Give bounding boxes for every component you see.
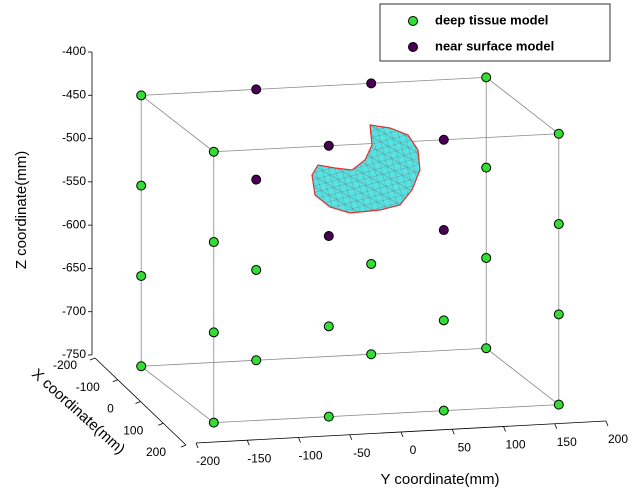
box-edge [486,348,559,404]
y-tick [196,443,198,448]
x-tick-label: 0 [107,402,114,416]
data-point [252,265,261,274]
x-tick [158,423,163,425]
z-tick-label: -700 [62,304,86,318]
x-tick [136,402,141,404]
y-tick-label: 200 [608,432,628,446]
data-point [324,232,333,241]
z-tick-label: -450 [62,87,86,101]
data-point [252,85,261,94]
box-edges [141,77,559,422]
data-point [482,73,491,82]
data-point [209,328,218,337]
data-point [137,91,146,100]
data-point [252,356,261,365]
data-point [209,147,218,156]
data-point [439,406,448,415]
data-point [482,344,491,353]
z-tick-label: -500 [62,131,86,145]
x-tick [181,445,186,447]
legend-marker [409,17,418,26]
data-point [482,253,491,262]
data-point [439,226,448,235]
z-tick-label: -600 [62,217,86,231]
data-point [324,412,333,421]
data-point [367,259,376,268]
data-point [439,316,448,325]
data-point [252,175,261,184]
data-point [554,129,563,138]
x-tick [113,380,118,382]
box-edge [141,366,214,422]
data-point [367,79,376,88]
y-tick-label: 50 [458,440,472,454]
z-tick-label: -650 [62,261,86,275]
data-point [554,400,563,409]
x-tick-label: -200 [53,358,77,372]
data-point [137,362,146,371]
chart: Z coordinate(mm) X coordinate(mm) Y coor… [0,0,635,491]
data-point [209,238,218,247]
box-edge [141,77,486,95]
y-tick [350,435,352,440]
data-point [439,135,448,144]
data-point [482,163,491,172]
y-tick [555,424,557,429]
y-tick-label: 150 [557,435,577,449]
data-point [137,181,146,190]
y-axis-label: Y coordinate(mm) [381,471,500,488]
z-axis-label: Z coordinate(mm) [13,151,30,269]
data-point [367,350,376,359]
y-tick-label: -50 [353,446,371,460]
box-edge [141,95,214,151]
x-tick-label: -100 [76,380,100,394]
points [137,73,564,427]
box-edge [486,77,559,133]
z-tick-label: -400 [62,44,86,58]
y-tick-label: -150 [247,451,271,465]
y-tick [606,421,608,426]
box-edge [214,405,559,423]
box-edge [141,348,486,366]
y-tick-label: -100 [298,449,322,463]
legend-label: deep tissue model [435,12,548,27]
tissue-mesh [312,125,420,213]
z-tick-label: -550 [62,174,86,188]
x-tick [90,358,95,360]
y-tick-label: -200 [196,454,220,468]
x-tick-label: 200 [146,445,166,459]
y-tick-label: 100 [505,438,525,452]
data-point [324,322,333,331]
data-point [554,310,563,319]
y-tick-label: 0 [410,443,417,457]
y-tick [401,432,403,437]
data-point [554,220,563,229]
y-tick [504,427,506,432]
y-tick [247,440,249,445]
legend-marker [409,43,418,52]
data-point [137,271,146,280]
y-tick [299,438,301,443]
x-tick-label: 100 [123,423,143,437]
y-tick [452,429,454,434]
data-point [209,418,218,427]
legend-label: near surface model [435,38,554,53]
data-point [324,141,333,150]
